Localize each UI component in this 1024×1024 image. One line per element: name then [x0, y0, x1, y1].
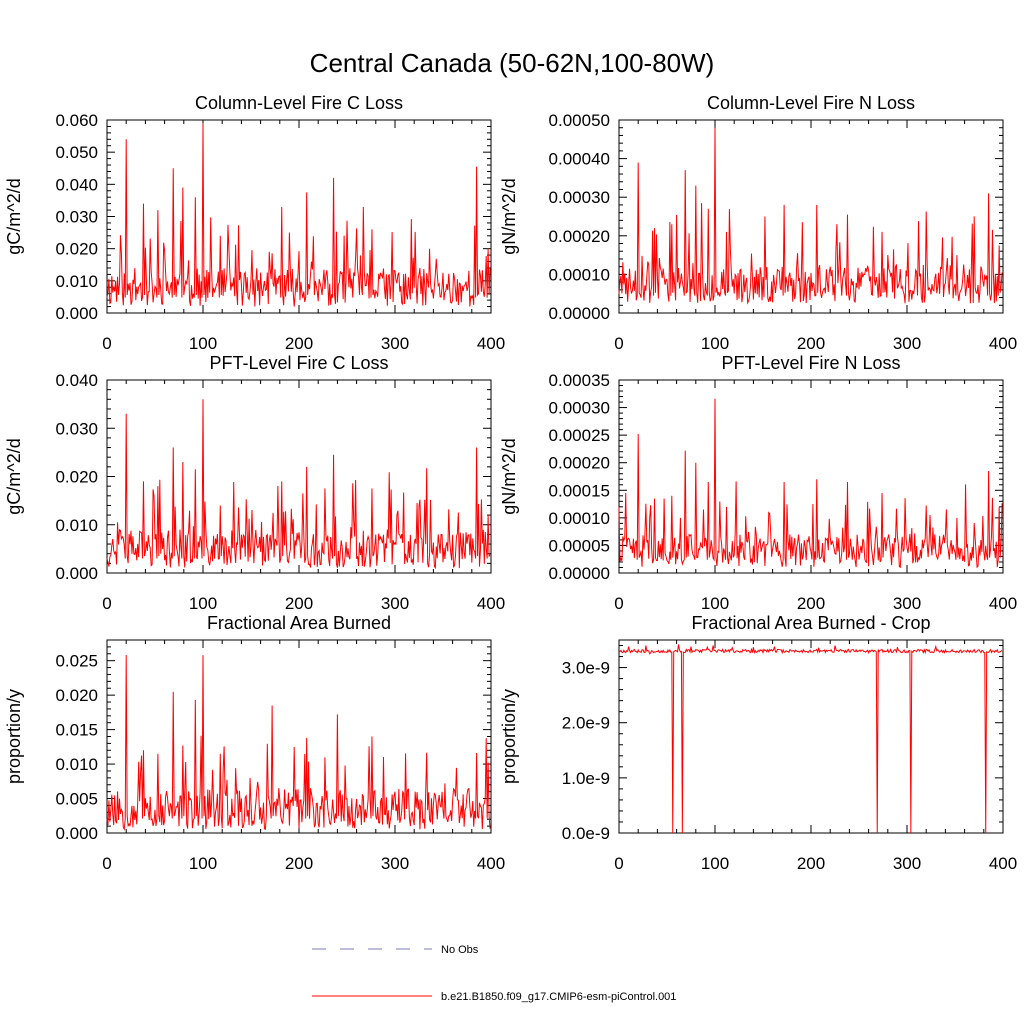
x-tick-label: 200 [797, 334, 825, 353]
y-tick-label: 0.00020 [549, 454, 610, 473]
legend: No Obs b.e21.B1850.f09_g17.CMIP6-esm-piC… [312, 944, 676, 1003]
y-tick-label: 0.005 [55, 790, 98, 809]
y-tick-label: 0.00025 [549, 426, 610, 445]
y-tick-label: 0.040 [55, 371, 98, 390]
x-tick-label: 400 [477, 594, 505, 613]
y-tick-label: 0.00040 [549, 150, 610, 169]
panel-title: PFT-Level Fire N Loss [721, 353, 900, 373]
y-tick-label: 0.0e-9 [562, 824, 610, 843]
y-tick-label: 0.030 [55, 208, 98, 227]
panel-title: Column-Level Fire N Loss [707, 93, 915, 113]
y-tick-label: 0.000 [55, 824, 98, 843]
x-tick-label: 200 [797, 854, 825, 873]
chart-panel: 0 100 200 300 400 0.000 0.005 0.010 0.015 0.020 0.… [4, 613, 505, 873]
x-tick-label: 300 [893, 854, 921, 873]
x-tick-label: 100 [189, 594, 217, 613]
y-tick-label: 0.010 [55, 272, 98, 291]
y-tick-label: 0.00030 [549, 399, 610, 418]
y-tick-label: 0.000 [55, 304, 98, 323]
y-tick-label: 0.00035 [549, 371, 610, 390]
y-tick-label: 3.0e-9 [562, 659, 610, 678]
panel-title: Column-Level Fire C Loss [195, 93, 403, 113]
main-title: Central Canada (50-62N,100-80W) [310, 48, 715, 78]
y-tick-label: 0.00005 [549, 536, 610, 555]
y-tick-label: 0.00000 [549, 304, 610, 323]
y-axis-label: gC/m^2/d [4, 438, 24, 514]
series-line [618, 398, 1003, 569]
y-tick-label: 0.030 [55, 419, 98, 438]
y-tick-label: 0.000 [55, 564, 98, 583]
x-tick-label: 400 [477, 334, 505, 353]
x-tick-label: 400 [989, 334, 1017, 353]
panel-title: PFT-Level Fire C Loss [209, 353, 388, 373]
y-axis-label: gC/m^2/d [4, 178, 24, 254]
panel-title: Fractional Area Burned [207, 613, 391, 633]
chart-panel: 0 100 200 300 400 0.00000 0.00005 0.00010 0.0001… [499, 353, 1017, 613]
x-tick-label: 200 [285, 334, 313, 353]
series-line [106, 399, 491, 570]
x-tick-label: 0 [614, 594, 623, 613]
x-tick-label: 0 [102, 594, 111, 613]
x-tick-label: 300 [893, 594, 921, 613]
series-line [106, 123, 491, 307]
y-tick-label: 0.00010 [549, 509, 610, 528]
chart-panel: 0 100 200 300 400 0.00000 0.00010 0.00020 0.0003… [499, 93, 1017, 353]
chart-panel: 0 100 200 300 400 0.000 0.010 0.020 0.030 0.040 0.… [4, 93, 505, 353]
y-tick-label: 0.020 [55, 468, 98, 487]
chart-panel: 0 100 200 300 400 0.000 0.010 0.020 0.030 0.040 PF… [4, 353, 505, 613]
plot-frame [106, 119, 492, 314]
x-tick-label: 0 [614, 334, 623, 353]
y-tick-label: 0.00015 [549, 481, 610, 500]
x-tick-label: 100 [189, 334, 217, 353]
y-tick-label: 0.020 [55, 686, 98, 705]
y-tick-label: 0.00020 [549, 227, 610, 246]
x-tick-label: 0 [614, 854, 623, 873]
y-tick-label: 0.015 [55, 721, 98, 740]
y-tick-label: 1.0e-9 [562, 769, 610, 788]
plot-frame [618, 639, 1004, 834]
chart-panel: 0 100 200 300 400 0.0e-9 1.0e-9 2.0e-9 3.0e-9 Fra… [499, 613, 1017, 873]
x-tick-label: 200 [285, 594, 313, 613]
x-tick-label: 300 [381, 334, 409, 353]
legend-label-model: b.e21.B1850.f09_g17.CMIP6-esm-piControl.… [441, 991, 676, 1003]
x-tick-label: 300 [381, 854, 409, 873]
x-tick-label: 100 [701, 334, 729, 353]
x-tick-label: 200 [285, 854, 313, 873]
x-tick-label: 0 [102, 334, 111, 353]
y-tick-label: 0.00050 [549, 111, 610, 130]
series-line [106, 655, 491, 831]
y-tick-label: 0.00000 [549, 564, 610, 583]
y-tick-label: 0.00010 [549, 265, 610, 284]
x-tick-label: 400 [989, 594, 1017, 613]
y-tick-label: 2.0e-9 [562, 714, 610, 733]
x-tick-label: 200 [797, 594, 825, 613]
series-line [618, 127, 1003, 305]
x-tick-label: 300 [381, 594, 409, 613]
y-tick-label: 0.010 [55, 755, 98, 774]
y-tick-label: 0.040 [55, 175, 98, 194]
y-axis-label: gN/m^2/d [499, 178, 519, 254]
x-tick-label: 100 [701, 594, 729, 613]
y-tick-label: 0.025 [55, 652, 98, 671]
y-axis-label: gN/m^2/d [499, 438, 519, 514]
y-tick-label: 0.050 [55, 143, 98, 162]
y-tick-label: 0.00030 [549, 188, 610, 207]
panel-title: Fractional Area Burned - Crop [691, 613, 930, 633]
y-tick-label: 0.010 [55, 516, 98, 535]
x-tick-label: 0 [102, 854, 111, 873]
x-tick-label: 300 [893, 334, 921, 353]
x-tick-label: 100 [701, 854, 729, 873]
x-tick-label: 400 [989, 854, 1017, 873]
y-tick-label: 0.060 [55, 111, 98, 130]
x-tick-label: 400 [477, 854, 505, 873]
y-axis-label: proportion/y [499, 689, 519, 784]
panels: 0 100 200 300 400 0.000 0.010 0.020 0.030 0.040 0.… [4, 93, 1017, 873]
plot-frame [618, 379, 1004, 574]
x-tick-label: 100 [189, 854, 217, 873]
series-line [618, 644, 1003, 834]
y-axis-label: proportion/y [4, 689, 24, 784]
y-tick-label: 0.020 [55, 240, 98, 259]
legend-label-no-obs: No Obs [441, 944, 479, 956]
